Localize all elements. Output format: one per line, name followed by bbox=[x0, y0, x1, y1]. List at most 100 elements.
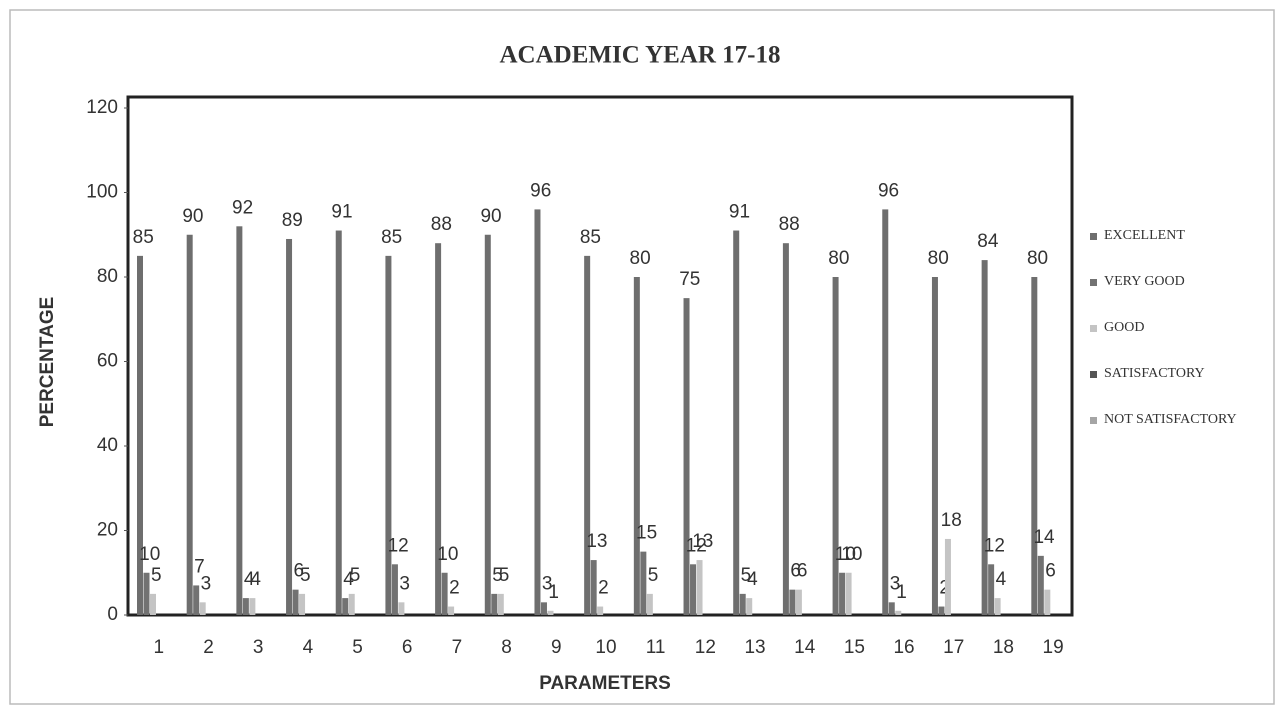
bar bbox=[242, 598, 249, 615]
y-tick-label: 100 bbox=[86, 182, 118, 203]
bar bbox=[236, 226, 243, 616]
x-tick-label: 19 bbox=[1043, 637, 1064, 658]
data-label: 2 bbox=[449, 578, 460, 599]
legend-label: VERY GOOD bbox=[1104, 274, 1185, 289]
y-axis-title: PERCENTAGE bbox=[37, 297, 58, 428]
data-label: 88 bbox=[779, 214, 800, 235]
x-tick-label: 16 bbox=[893, 637, 914, 658]
data-label: 84 bbox=[977, 231, 999, 252]
data-label: 12 bbox=[388, 535, 409, 556]
data-label: 96 bbox=[530, 180, 551, 201]
bar bbox=[286, 238, 293, 615]
data-label: 85 bbox=[133, 227, 154, 248]
bar bbox=[1031, 277, 1038, 615]
bar bbox=[534, 209, 541, 615]
bar bbox=[1037, 555, 1044, 615]
bar bbox=[540, 602, 547, 615]
legend-entry: NOT SATISFACTORY bbox=[1090, 412, 1244, 458]
y-tick-label: 60 bbox=[97, 351, 118, 372]
data-label: 5 bbox=[492, 565, 503, 586]
bar bbox=[795, 589, 802, 615]
data-label: 1 bbox=[548, 582, 559, 603]
bar bbox=[584, 255, 591, 615]
bar bbox=[299, 593, 306, 615]
data-label: 3 bbox=[890, 573, 901, 594]
data-label: 80 bbox=[828, 248, 849, 269]
bar bbox=[249, 598, 256, 615]
bar bbox=[590, 560, 597, 615]
legend-swatch bbox=[1090, 371, 1097, 378]
x-tick-label: 7 bbox=[452, 637, 463, 658]
bar bbox=[633, 277, 640, 615]
bar bbox=[888, 602, 895, 615]
legend-label: GOOD bbox=[1104, 320, 1145, 335]
bar bbox=[597, 606, 604, 615]
data-label: 4 bbox=[747, 569, 758, 590]
x-tick-label: 12 bbox=[695, 637, 716, 658]
data-label: 7 bbox=[194, 556, 205, 577]
bar bbox=[143, 572, 150, 615]
data-label: 92 bbox=[232, 197, 253, 218]
legend-label: SATISFACTORY bbox=[1104, 366, 1205, 381]
x-tick-label: 15 bbox=[844, 637, 865, 658]
bar bbox=[696, 560, 703, 615]
x-tick-label: 18 bbox=[993, 637, 1014, 658]
x-tick-label: 11 bbox=[646, 637, 666, 658]
data-label: 13 bbox=[586, 531, 607, 552]
bar bbox=[385, 255, 392, 615]
legend-label: NOT SATISFACTORY bbox=[1104, 412, 1237, 427]
legend-entry: GOOD bbox=[1090, 320, 1244, 366]
x-tick-label: 6 bbox=[402, 637, 413, 658]
data-label: 4 bbox=[244, 569, 255, 590]
x-tick-label: 2 bbox=[203, 637, 214, 658]
legend-entry: VERY GOOD bbox=[1090, 274, 1244, 320]
bar bbox=[895, 610, 902, 615]
data-label: 85 bbox=[381, 227, 402, 248]
bar bbox=[839, 572, 846, 615]
legend-entry: EXCELLENT bbox=[1090, 228, 1244, 274]
bar bbox=[193, 585, 200, 615]
data-label: 12 bbox=[984, 535, 1005, 556]
bar bbox=[335, 230, 342, 615]
data-label: 91 bbox=[331, 202, 352, 223]
chart-title: ACADEMIC YEAR 17-18 bbox=[499, 42, 780, 69]
data-label: 5 bbox=[648, 565, 659, 586]
legend-swatch bbox=[1090, 325, 1097, 332]
data-label: 6 bbox=[1045, 561, 1056, 582]
data-label: 4 bbox=[996, 569, 1007, 590]
x-tick-label: 4 bbox=[303, 637, 314, 658]
x-tick-label: 17 bbox=[943, 637, 964, 658]
legend: EXCELLENT VERY GOOD GOOD SATISFACTORY NOT SA… bbox=[1090, 228, 1250, 458]
x-tick-label: 1 bbox=[154, 637, 165, 658]
bar bbox=[944, 538, 951, 615]
bar bbox=[782, 243, 789, 615]
bar bbox=[186, 234, 193, 615]
data-label: 4 bbox=[250, 569, 261, 590]
bar bbox=[994, 598, 1001, 615]
x-tick-label: 8 bbox=[501, 637, 512, 658]
y-tick-label: 80 bbox=[97, 266, 118, 287]
bar bbox=[882, 209, 889, 615]
bar bbox=[683, 298, 690, 615]
data-label: 96 bbox=[878, 180, 899, 201]
bar bbox=[832, 277, 839, 615]
data-label: 75 bbox=[679, 269, 700, 290]
data-label: 5 bbox=[300, 565, 311, 586]
data-label: 10 bbox=[835, 544, 856, 565]
data-label: 85 bbox=[580, 227, 601, 248]
data-label: 6 bbox=[790, 561, 801, 582]
data-label: 3 bbox=[201, 573, 212, 594]
data-label: 90 bbox=[480, 206, 501, 227]
bar bbox=[1044, 589, 1051, 615]
data-label: 12 bbox=[686, 535, 707, 556]
data-label: 2 bbox=[939, 578, 950, 599]
bar bbox=[491, 593, 498, 615]
y-tick-label: 120 bbox=[86, 97, 118, 118]
x-axis-title: PARAMETERS bbox=[539, 673, 671, 694]
data-label: 18 bbox=[941, 510, 962, 531]
data-label: 89 bbox=[282, 210, 303, 231]
data-label: 4 bbox=[343, 569, 354, 590]
data-label: 1 bbox=[896, 582, 907, 603]
bar bbox=[690, 564, 697, 615]
data-label: 6 bbox=[294, 561, 305, 582]
